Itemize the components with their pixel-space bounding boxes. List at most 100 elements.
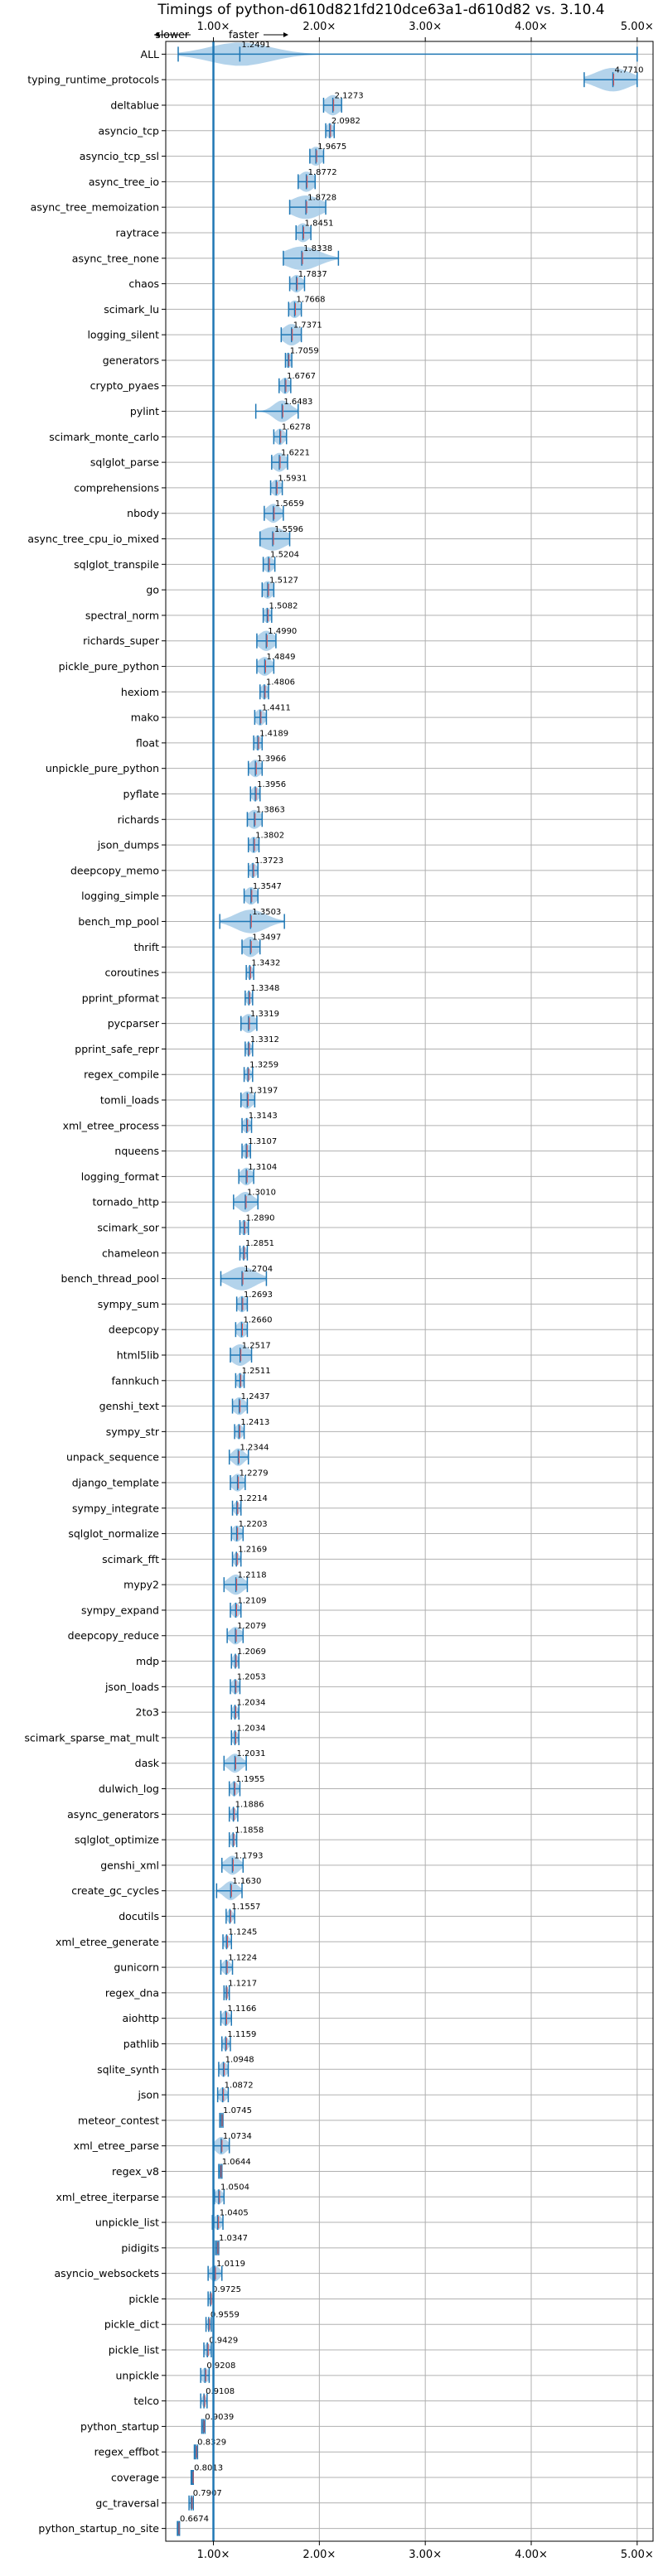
category-label-logging_silent: logging_silent [87,329,159,341]
violin-python_startup_no_site [177,2521,181,2536]
violin-async_tree_io [298,171,316,192]
value-label-aiohttp: 1.1166 [227,2004,256,2014]
violin-pylint [254,400,299,422]
value-label-raytrace: 1.8451 [305,219,334,228]
value-label-sqlite_synth: 1.0948 [225,2056,254,2065]
violin-deepcopy_reduce [226,1627,244,1645]
category-label-pickle_dict: pickle_dict [104,2318,159,2331]
category-label-json_loads: json_loads [104,1681,159,1693]
violin-sqlglot_optimize [228,1832,238,1848]
violin-async_tree_memoization [288,195,327,219]
category-label-asyncio_tcp_ssl: asyncio_tcp_ssl [80,150,159,162]
violin-chaos [288,274,306,293]
category-label-unpickle: unpickle [115,2369,159,2381]
violin-hexiom [259,684,269,700]
violin-logging_simple [243,887,259,905]
value-label-coroutines: 1.3432 [251,958,280,967]
value-label-async_tree_cpu_io_mixed: 1.5596 [274,525,303,534]
violin-scimark_lu [288,300,302,318]
violin-genshi_text [231,1397,249,1416]
violin-mako [254,709,268,726]
x-tick-label-top: 3.00× [409,21,442,33]
category-label-pickle: pickle [128,2293,159,2305]
category-label-chameleon: chameleon [102,1247,159,1259]
violin-fannkuch [235,1372,245,1388]
category-label-mypy2: mypy2 [123,1579,159,1591]
category-label-typing_runtime_protocols: typing_runtime_protocols [27,74,159,86]
value-label-gc_traversal: 0.7907 [193,2489,222,2498]
category-label-chaos: chaos [128,277,159,290]
value-label-mypy2: 1.2118 [238,1571,267,1580]
category-label-regex_compile: regex_compile [84,1069,159,1081]
category-label-bench_thread_pool: bench_thread_pool [60,1272,159,1285]
violin-coverage [190,2470,194,2486]
value-label-float: 1.4189 [259,729,288,738]
violin-crypto_pyaes [278,377,292,394]
category-label-dask: dask [135,1757,160,1769]
value-label-comprehensions: 1.5931 [278,474,307,483]
violin-bench_thread_pool [220,1266,268,1290]
category-label-tornado_http: tornado_http [92,1196,159,1208]
value-label-sympy_str: 1.2413 [240,1418,269,1427]
slower-arrow-head [154,32,159,37]
violin-thrift [241,937,261,958]
value-label-python_startup_no_site: 0.6674 [180,2515,209,2524]
category-label-async_tree_cpu_io_mixed: async_tree_cpu_io_mixed [27,533,159,545]
value-label-pyflate: 1.3956 [257,780,286,789]
value-label-sqlglot_normalize: 1.2203 [239,1520,268,1529]
value-label-fannkuch: 1.2511 [242,1367,271,1376]
category-label-2to3: 2to3 [136,1706,159,1719]
violin-spectral_norm [262,607,273,623]
category-label-pickle_pure_python: pickle_pure_python [59,660,159,673]
value-label-nbody: 1.5659 [275,499,304,509]
category-label-scimark_lu: scimark_lu [104,303,159,316]
direction-indicator: slower faster [154,28,288,41]
value-label-django_template: 1.2279 [240,1469,269,1478]
category-label-coverage: coverage [111,2472,159,2484]
value-label-thrift: 1.3497 [252,933,281,943]
violin-logging_format [238,1167,254,1186]
violin-pickle_list [203,2342,212,2358]
category-label-xml_etree_iterparse: xml_etree_iterparse [56,2191,159,2203]
value-label-async_generators: 1.1886 [235,1801,264,1810]
category-label-bench_mp_pool: bench_mp_pool [78,915,159,928]
category-label-comprehensions: comprehensions [74,481,159,494]
category-label-float: float [136,736,159,749]
category-label-pathlib: pathlib [123,2038,159,2050]
violin-sympy_sum [235,1295,249,1313]
violin-coroutines [245,965,254,981]
violin-sqlglot_normalize [230,1525,244,1542]
violin-logging_silent [280,324,302,346]
value-label-dulwich_log: 1.1955 [236,1775,265,1784]
category-label-mdp: mdp [136,1655,159,1667]
value-label-pickle_pure_python: 1.4849 [267,653,296,662]
value-label-json_dumps: 1.3802 [255,831,284,840]
violin-scimark_sparse_mat_mult [230,1729,240,1745]
value-label-pprint_safe_repr: 1.3312 [250,1035,279,1044]
value-label-mako: 1.4411 [262,703,291,712]
x-tick-label-top: 5.00× [621,21,654,33]
value-label-nqueens: 1.3107 [248,1137,277,1146]
category-label-nqueens: nqueens [114,1145,159,1157]
category-label-asyncio_websockets: asyncio_websockets [54,2267,159,2279]
category-label-xml_etree_process: xml_etree_process [63,1119,159,1131]
value-label-spectral_norm: 1.5082 [269,601,298,610]
category-label-pickle_list: pickle_list [109,2344,159,2357]
category-label-unpickle_pure_python: unpickle_pure_python [46,762,159,774]
value-label-deltablue: 2.1273 [335,91,364,100]
value-label-xml_etree_iterparse: 1.0504 [220,2183,249,2192]
violin-unpickle [200,2367,211,2383]
x-tick-label-top: 1.00× [197,21,230,33]
violin-asyncio_websockets [207,2265,223,2282]
value-label-pylint: 1.6483 [283,398,312,407]
category-label-sympy_sum: sympy_sum [98,1298,159,1310]
category-label-json: json [137,2089,159,2101]
violin-pidigits [215,2240,220,2255]
violin-go [261,581,275,599]
violin-sqlglot_parse [271,452,288,472]
value-label-unpickle_list: 1.0405 [220,2208,249,2217]
violin-gunicorn [220,1960,234,1975]
violin-raytrace [295,223,312,243]
value-label-pickle: 0.9725 [212,2285,241,2294]
violin-nbody [264,504,284,523]
